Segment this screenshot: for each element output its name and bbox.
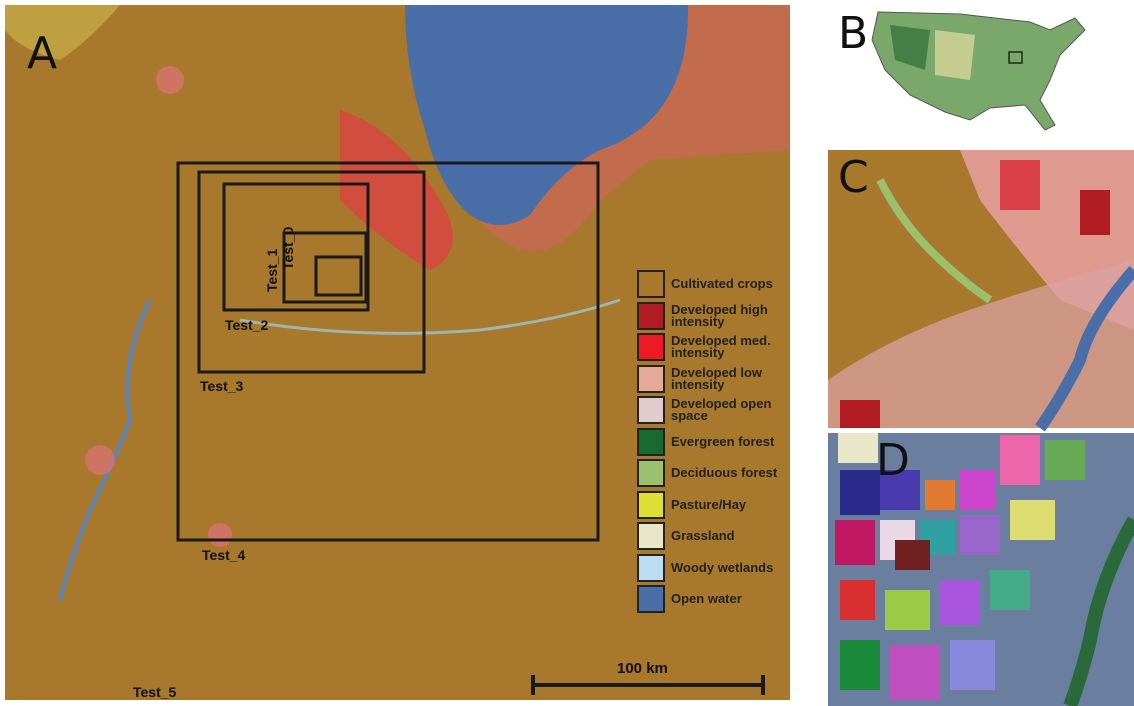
legend-swatch: [637, 333, 665, 361]
legend-item: Developed high intensity: [637, 302, 799, 330]
segment: [1010, 500, 1055, 540]
legend-label: Deciduous forest: [671, 467, 799, 479]
legend-label: Evergreen forest: [671, 436, 799, 448]
segment: [838, 433, 878, 463]
legend-swatch: [637, 396, 665, 424]
test-label: Test_3: [200, 378, 243, 394]
legend-item: Grassland: [637, 522, 799, 550]
legend-swatch: [637, 554, 665, 582]
legend-item: Developed med. intensity: [637, 333, 799, 361]
legend-item: Open water: [637, 585, 799, 613]
panel-label: A: [27, 28, 57, 79]
map-canvas: [0, 0, 1134, 706]
legend-item: Deciduous forest: [637, 459, 799, 487]
legend-item: Woody wetlands: [637, 554, 799, 582]
segment: [840, 580, 875, 620]
test-label: Test_4: [202, 547, 245, 563]
urban-high: [840, 400, 880, 428]
legend-label: Developed high intensity: [671, 304, 799, 328]
segment: [840, 470, 880, 515]
legend-swatch: [637, 491, 665, 519]
segment: [990, 570, 1030, 610]
segment: [885, 590, 930, 630]
legend-swatch: [637, 585, 665, 613]
segment: [925, 480, 955, 510]
legend-label: Developed med. intensity: [671, 335, 799, 359]
legend-swatch: [637, 428, 665, 456]
test-label: Test_0: [280, 227, 296, 270]
scale-label: 100 km: [617, 660, 668, 677]
legend-swatch: [637, 270, 665, 298]
segment: [950, 640, 995, 690]
legend-swatch: [637, 365, 665, 393]
panel-label: B: [838, 8, 868, 59]
legend-item: Evergreen forest: [637, 428, 799, 456]
segment: [840, 640, 880, 690]
legend-item: Cultivated crops: [637, 270, 799, 298]
segment: [835, 520, 875, 565]
test-label: Test_1: [264, 249, 280, 292]
legend-item: Pasture/Hay: [637, 491, 799, 519]
segment: [895, 540, 930, 570]
segment: [1045, 440, 1085, 480]
urban-med: [1000, 160, 1040, 210]
legend-swatch: [637, 522, 665, 550]
segment: [940, 580, 980, 625]
legend-swatch: [637, 302, 665, 330]
segment: [1000, 435, 1040, 485]
legend-item: Developed open space: [637, 396, 799, 424]
panel-label: C: [838, 152, 869, 203]
test-label: Test_2: [225, 317, 268, 333]
legend-label: Woody wetlands: [671, 562, 799, 574]
figure: A B C D Test_0 Test_1 Test_2 Test_3 Test…: [0, 0, 1134, 706]
town: [85, 445, 115, 475]
legend-label: Developed low intensity: [671, 367, 799, 391]
legend-label: Cultivated crops: [671, 278, 799, 290]
segment: [890, 645, 940, 700]
legend-label: Grassland: [671, 530, 799, 542]
urban-high: [1080, 190, 1110, 235]
grassland-area: [935, 30, 975, 80]
legend-swatch: [637, 459, 665, 487]
town: [208, 523, 232, 547]
legend: Cultivated crops Developed high intensity…: [637, 270, 797, 620]
legend-label: Developed open space: [671, 398, 799, 422]
legend-label: Pasture/Hay: [671, 499, 799, 511]
legend-label: Open water: [671, 593, 799, 605]
segment: [960, 515, 1000, 555]
test-label: Test_5: [133, 684, 176, 700]
legend-item: Developed low intensity: [637, 365, 799, 393]
segment: [960, 470, 995, 510]
panel-label: D: [876, 435, 910, 486]
town: [156, 66, 184, 94]
